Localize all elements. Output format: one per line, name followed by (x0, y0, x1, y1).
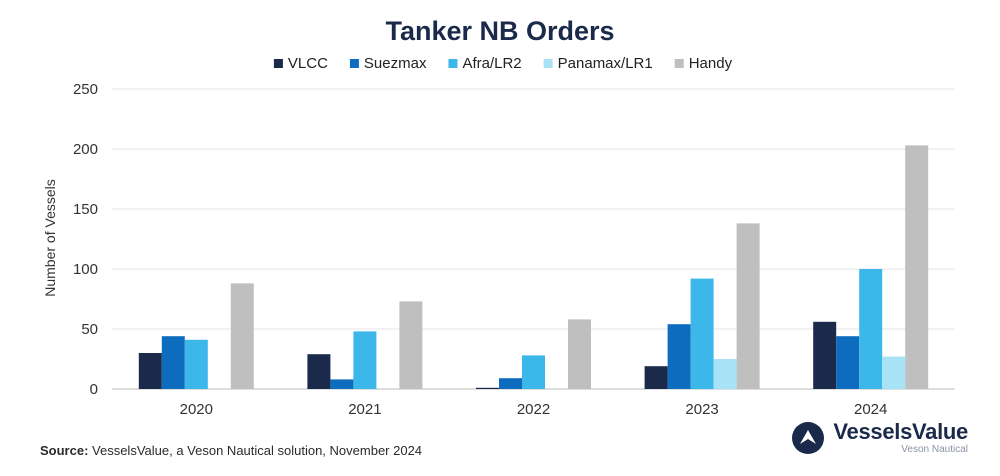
bar-vlcc-2021 (307, 354, 331, 389)
bars (138, 145, 929, 389)
bar-handy-2022 (568, 319, 591, 389)
legend-swatch (674, 59, 684, 68)
legend-swatch (448, 59, 458, 68)
brand-subtitle: Veson Nautical (901, 444, 968, 455)
bar-vlcc-2023 (644, 366, 668, 389)
legend-swatch (349, 59, 359, 68)
legend-item: Panamax/LR1 (543, 55, 653, 72)
bar-handy-2023 (736, 223, 760, 389)
bar-handy-2020 (230, 283, 254, 389)
x-tick-label: 2022 (517, 401, 550, 418)
legend-item: Afra/LR2 (448, 55, 522, 72)
bar-suezmax-2024 (836, 336, 860, 389)
legend-label: Panamax/LR1 (558, 55, 653, 72)
x-tick-label: 2024 (854, 401, 887, 418)
legend-item: VLCC (273, 55, 328, 72)
legend-label: Suezmax (364, 55, 427, 72)
bar-vlcc-2020 (138, 353, 162, 389)
source-text: VesselsValue, a Veson Nautical solution,… (88, 443, 423, 458)
x-axis-ticks: 2020 2021 2022 2023 2024 (180, 401, 888, 418)
vesselsvalue-logo-icon (792, 421, 825, 454)
bar-suezmax-2020 (161, 336, 185, 389)
chart-title: Tanker NB Orders (385, 16, 614, 46)
legend-item: Suezmax (349, 55, 427, 72)
y-tick-label: 250 (73, 81, 98, 98)
bar-vlcc-2022 (476, 387, 499, 389)
y-tick-label: 100 (73, 261, 98, 278)
legend-item: Handy (674, 55, 733, 72)
y-tick-label: 200 (73, 141, 98, 158)
x-tick-label: 2020 (180, 401, 213, 418)
source-label: Source: (40, 443, 89, 458)
bar-afra-lr2-2021 (353, 331, 377, 389)
legend: VLCC Suezmax Afra/LR2 Panamax/LR1 Handy (273, 55, 733, 72)
bar-vlcc-2024 (813, 321, 837, 389)
source-note: Source: VesselsValue, a Veson Nautical s… (40, 443, 422, 458)
y-axis-label: Number of Vessels (42, 179, 58, 297)
brand-logo: VesselsValue Veson Nautical (791, 420, 968, 455)
brand-name: VesselsValue (833, 419, 968, 444)
legend-swatch (543, 59, 553, 68)
bar-panamax-lr1-2024 (882, 356, 906, 389)
x-tick-label: 2021 (348, 401, 381, 418)
y-tick-label: 0 (90, 381, 98, 398)
legend-label: VLCC (288, 55, 328, 72)
legend-label: Handy (689, 55, 733, 72)
y-tick-label: 150 (73, 201, 98, 218)
legend-swatch (273, 59, 283, 68)
bar-afra-lr2-2023 (690, 278, 714, 389)
bar-afra-lr2-2020 (184, 339, 208, 389)
bar-afra-lr2-2024 (859, 269, 883, 389)
bar-suezmax-2021 (330, 379, 354, 389)
bar-afra-lr2-2022 (522, 355, 545, 389)
bar-suezmax-2023 (667, 324, 691, 389)
bar-panamax-lr1-2023 (713, 359, 737, 389)
y-tick-label: 50 (81, 321, 98, 338)
bar-handy-2021 (399, 301, 423, 389)
bar-handy-2024 (905, 145, 929, 389)
y-axis-ticks: 0 50 100 150 200 250 (73, 81, 98, 398)
x-tick-label: 2023 (685, 401, 718, 418)
legend-label: Afra/LR2 (462, 55, 521, 72)
bar-suezmax-2022 (499, 378, 522, 389)
